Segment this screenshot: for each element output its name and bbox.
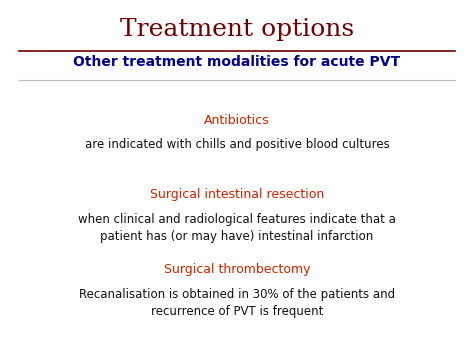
Text: are indicated with chills and positive blood cultures: are indicated with chills and positive b… [85,138,389,152]
Text: Surgical intestinal resection: Surgical intestinal resection [150,188,324,201]
Text: Antibiotics: Antibiotics [204,114,270,127]
Text: when clinical and radiological features indicate that a
patient has (or may have: when clinical and radiological features … [78,213,396,243]
Text: Recanalisation is obtained in 30% of the patients and
recurrence of PVT is frequ: Recanalisation is obtained in 30% of the… [79,288,395,318]
Text: Surgical thrombectomy: Surgical thrombectomy [164,263,310,276]
Text: Other treatment modalities for acute PVT: Other treatment modalities for acute PVT [73,55,401,69]
Text: Treatment options: Treatment options [120,18,354,41]
